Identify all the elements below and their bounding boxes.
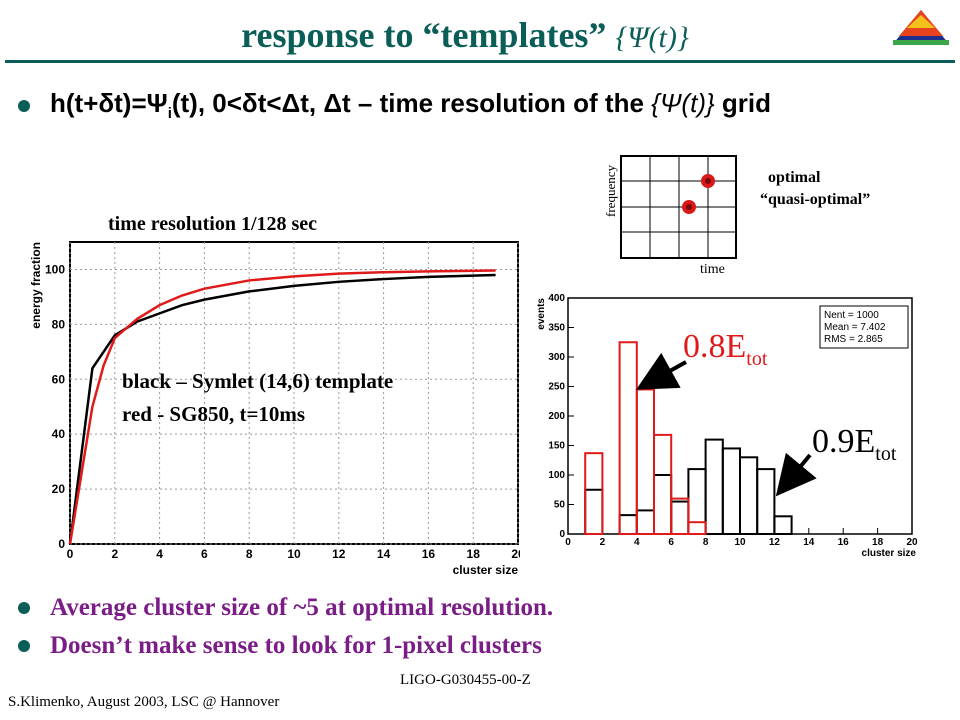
bullet-definition: h(t+δt)=Ψi(t), 0<δt<Δt, Δt – time resolu… xyxy=(50,88,772,123)
x-tick-label: 2 xyxy=(600,537,606,548)
series-line-black xyxy=(68,273,496,545)
y-tick-label: 250 xyxy=(548,382,565,393)
quasi-optimal-label: “quasi-optimal” xyxy=(760,191,871,208)
bullet-one-pixel: Doesn’t make sense to look for 1-pixel c… xyxy=(50,632,542,659)
x-tick-label: 14 xyxy=(377,547,391,561)
histogram-bin-red xyxy=(584,452,604,535)
annotation-09etot: 0.9Etot xyxy=(812,423,897,465)
time-frequency-grid xyxy=(620,155,737,259)
stats-line: Nent = 1000 xyxy=(824,310,879,321)
y-tick-label: 100 xyxy=(548,470,565,481)
annotation-08etot: 0.8Etot xyxy=(683,328,768,370)
y-tick-label: 200 xyxy=(548,411,565,422)
x-axis-label: cluster size xyxy=(453,563,519,577)
y-tick-label: 80 xyxy=(52,317,66,331)
y-tick-label: 50 xyxy=(554,500,566,511)
x-tick-label: 0 xyxy=(565,537,571,548)
ligo-logo-icon xyxy=(893,10,949,45)
x-tick-label: 2 xyxy=(111,547,118,561)
x-tick-label: 10 xyxy=(734,537,746,548)
energy-fraction-chart: 0 2 4 6 8 10 12 14 16 18 20 0 20 40 60 80 100 cluster siz… xyxy=(29,241,520,577)
bullet-average-cluster: Average cluster size of ~5 at optimal re… xyxy=(50,594,554,621)
series-line-red xyxy=(68,269,496,545)
title-rule xyxy=(5,60,955,63)
slide-title: response to “templates” {Ψ(t)} xyxy=(0,14,930,56)
bullet-dot xyxy=(18,602,30,614)
stats-line: Mean = 7.402 xyxy=(824,322,886,333)
y-tick-label: 350 xyxy=(548,323,565,334)
x-tick-label: 18 xyxy=(872,537,884,548)
histogram-bin-red xyxy=(670,497,690,536)
y-axis-label: energy fraction xyxy=(29,242,43,329)
histogram-bin-red xyxy=(687,521,707,535)
x-tick-label: 4 xyxy=(634,537,640,548)
legend-black: black – Symlet (14,6) template xyxy=(122,369,394,393)
grid-ylabel: frequency xyxy=(603,165,618,217)
x-tick-label: 0 xyxy=(67,547,74,561)
footer-author: S.Klimenko, August 2003, LSC @ Hannover xyxy=(8,694,280,710)
x-tick-label: 12 xyxy=(769,537,781,548)
y-tick-label: 0 xyxy=(559,529,565,540)
x-tick-label: 16 xyxy=(838,537,850,548)
x-tick-label: 4 xyxy=(156,547,163,561)
histogram-bin-black xyxy=(773,515,793,536)
y-tick-label: 100 xyxy=(45,262,65,276)
x-tick-label: 8 xyxy=(246,547,253,561)
y-tick-label: 20 xyxy=(52,482,66,496)
quasi-optimal-marker-icon xyxy=(682,200,696,214)
stats-line: RMS = 2.865 xyxy=(824,334,883,345)
y-tick-label: 300 xyxy=(548,352,565,363)
x-tick-label: 14 xyxy=(803,537,815,548)
optimal-label: optimal xyxy=(768,169,821,186)
x-tick-label: 10 xyxy=(287,547,301,561)
x-tick-label: 8 xyxy=(703,537,709,548)
histogram-bin-black xyxy=(756,468,776,536)
x-tick-label: 6 xyxy=(668,537,674,548)
y-tick-label: 60 xyxy=(52,372,66,386)
document-id: LIGO-G030455-00-Z xyxy=(400,672,531,688)
x-tick-label: 20 xyxy=(511,547,520,561)
x-tick-label: 20 xyxy=(906,537,918,548)
bullet-dot xyxy=(18,640,30,652)
y-tick-label: 400 xyxy=(548,293,565,304)
title-main: response to “templates” xyxy=(241,15,616,55)
y-axis-label: events xyxy=(536,298,547,330)
bullet-dot xyxy=(18,100,30,112)
grid-xlabel: time xyxy=(700,262,725,277)
stats-box xyxy=(819,305,909,349)
x-tick-label: 12 xyxy=(332,547,346,561)
title-italic: {Ψ(t)} xyxy=(615,21,689,54)
x-tick-label: 18 xyxy=(467,547,481,561)
legend-red: red - SG850, t=10ms xyxy=(122,402,306,426)
cluster-size-histogram: 0 2 4 6 8 10 12 14 16 18 2005010015020025030035040… xyxy=(536,293,918,559)
y-tick-label: 0 xyxy=(58,537,65,551)
x-tick-label: 6 xyxy=(201,547,208,561)
optimal-marker-icon xyxy=(701,174,715,188)
y-tick-label: 40 xyxy=(52,427,66,441)
left-chart-caption: time resolution 1/128 sec xyxy=(108,213,318,235)
y-tick-label: 150 xyxy=(548,441,565,452)
histogram-bin-red xyxy=(653,433,673,536)
x-tick-label: 16 xyxy=(422,547,436,561)
x-axis-label: cluster size xyxy=(862,548,917,559)
